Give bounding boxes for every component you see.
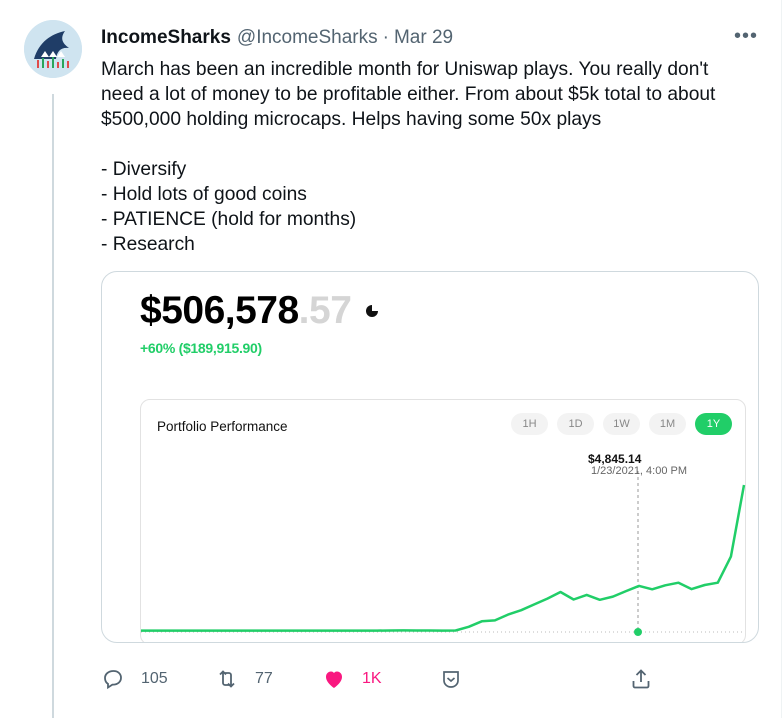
tweet-text: March has been an incredible month for U… [101, 57, 761, 257]
retweet-icon [219, 670, 235, 688]
list-item: - Research [101, 234, 195, 255]
list-item: - PATIENCE (hold for months) [101, 209, 357, 230]
like-count: 1K [362, 670, 382, 687]
tooltip-value: $4,845.14 [588, 452, 642, 466]
chart-title: Portfolio Performance [157, 419, 288, 434]
text-line: $500,000 holding microcaps. Helps having… [101, 109, 602, 130]
author-handle[interactable]: @IncomeSharks [236, 27, 378, 48]
crosshair-point [634, 628, 642, 636]
range-1h[interactable]: 1H [511, 413, 548, 435]
text-line: March has been an incredible month for U… [101, 59, 709, 80]
range-1m[interactable]: 1M [649, 413, 686, 435]
series-line [141, 484, 746, 632]
performance-chart-svg [141, 471, 746, 636]
heart-icon [326, 671, 342, 688]
reply-icon [104, 670, 122, 690]
retweet-count: 77 [255, 670, 273, 687]
author-name[interactable]: IncomeSharks [101, 27, 231, 48]
more-options-button[interactable]: ••• [734, 25, 759, 47]
range-1d[interactable]: 1D [557, 413, 594, 435]
share-button[interactable] [629, 664, 653, 694]
avatar[interactable] [24, 20, 82, 78]
bookmark-icon [443, 671, 459, 688]
retweet-button[interactable]: 77 [215, 664, 273, 694]
share-icon [632, 669, 650, 689]
tooltip-date: 1/23/2021, 4:00 PM [591, 465, 688, 477]
like-button[interactable]: 1K [322, 664, 382, 694]
range-1w[interactable]: 1W [603, 413, 640, 435]
range-selector: 1H 1D 1W 1M 1Y [511, 413, 732, 435]
tweet-date[interactable]: Mar 29 [393, 27, 454, 48]
balance-main: $506,578 [140, 289, 299, 332]
portfolio-gain: +60% ($189,915.90) [140, 340, 262, 356]
shark-logo-icon [24, 20, 82, 78]
bookmark-button[interactable] [439, 664, 463, 694]
separator: · [382, 27, 389, 48]
portfolio-balance: $506,578.57 [140, 289, 380, 333]
balance-cents: .57 [298, 289, 352, 332]
tweet-actions: 105 77 1K [101, 664, 661, 694]
media-image[interactable]: $506,578.57 +60% ($189,915.90) Portfolio… [101, 271, 759, 643]
list-item: - Diversify [101, 159, 187, 180]
pie-chart-icon [366, 304, 379, 317]
tweet-header: IncomeSharks @IncomeSharks · Mar 29 [101, 26, 453, 50]
list-item: - Hold lots of good coins [101, 184, 307, 205]
thread-line [52, 94, 54, 718]
reply-button[interactable]: 105 [101, 664, 168, 694]
range-1y[interactable]: 1Y [695, 413, 732, 435]
text-line: need a lot of money to be profitable eit… [101, 84, 716, 105]
portfolio-performance-chart: Portfolio Performance 1H 1D 1W 1M 1Y $4,… [140, 399, 746, 642]
reply-count: 105 [141, 670, 168, 687]
